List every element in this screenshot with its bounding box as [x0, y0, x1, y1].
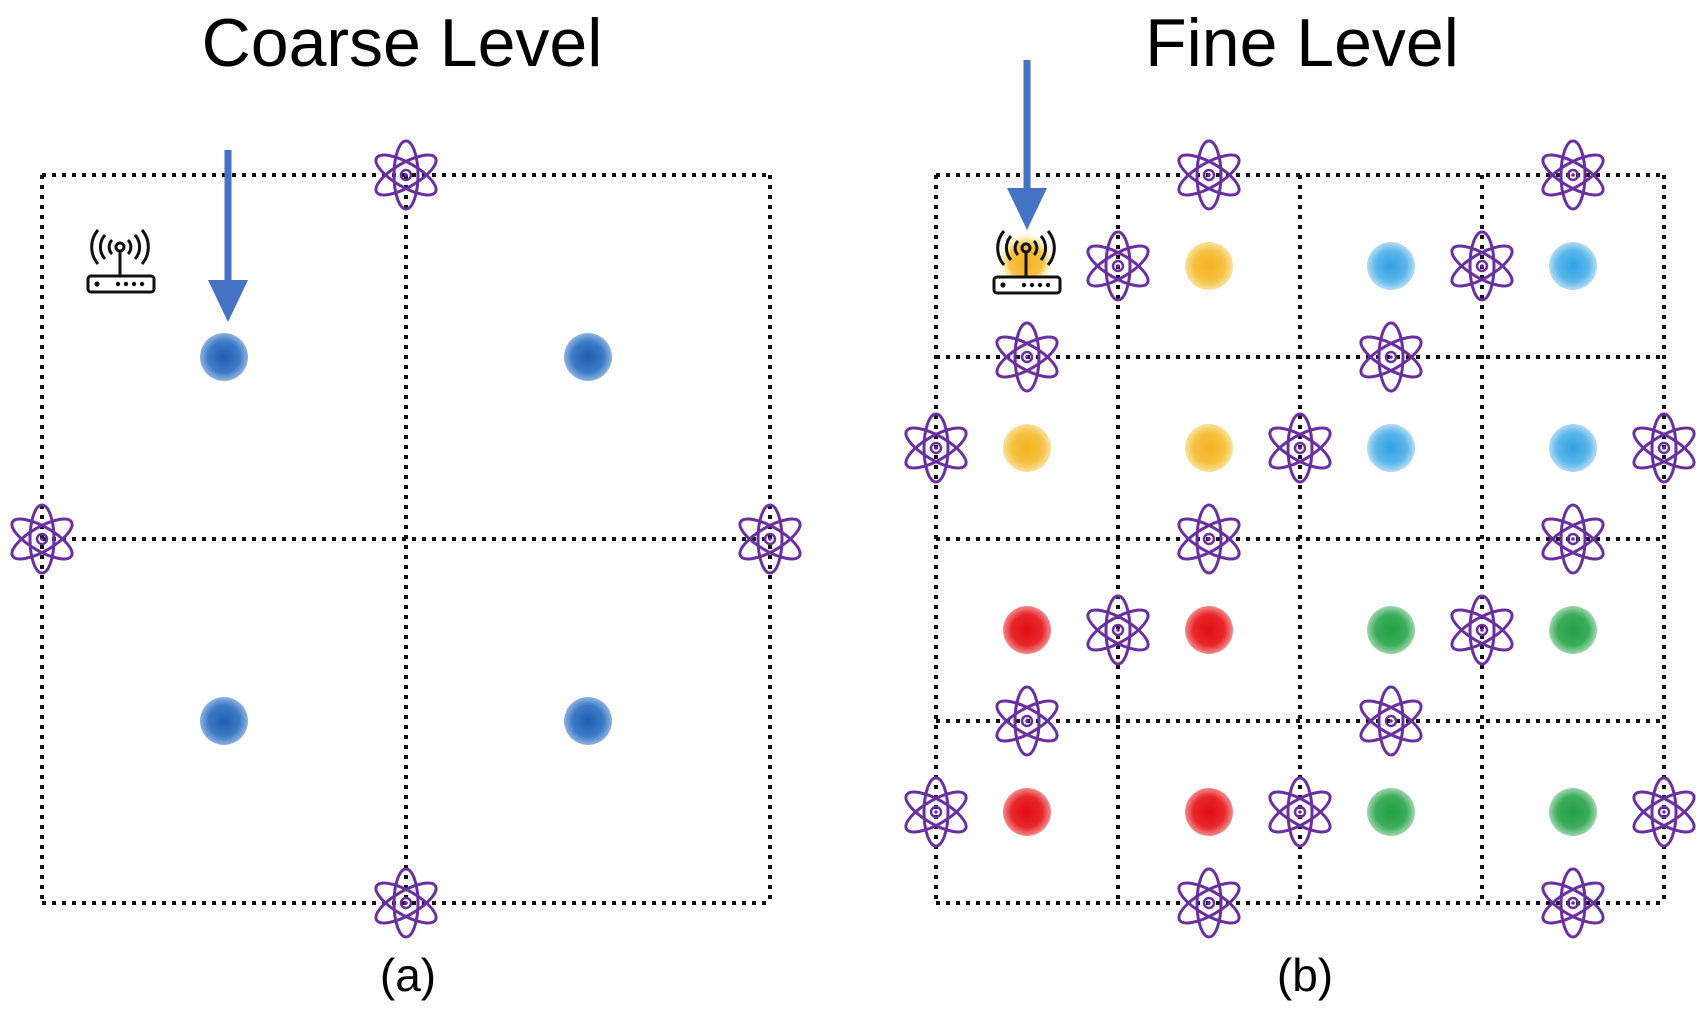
atom-icon: [1268, 412, 1332, 484]
atom-icon: [904, 776, 968, 848]
atom-icon: [1632, 412, 1696, 484]
atom-icon: [995, 685, 1059, 757]
atom-icon: [1541, 867, 1605, 939]
coarse-level-title: Coarse Level: [201, 5, 603, 81]
atom-icon: [995, 321, 1059, 393]
atom-icon: [1450, 594, 1514, 666]
node-dot: [1185, 788, 1233, 836]
node-dot: [1367, 606, 1415, 654]
node-dot: [1367, 424, 1415, 472]
atom-icon: [374, 139, 438, 211]
atom-icon: [1359, 321, 1423, 393]
node-dot: [1549, 788, 1597, 836]
node-dot: [200, 333, 248, 381]
node-dot: [1185, 606, 1233, 654]
atom-icon: [738, 503, 802, 575]
node-dot: [1003, 788, 1051, 836]
atom-icon: [1632, 776, 1696, 848]
node-dot: [1367, 788, 1415, 836]
node-dot: [1549, 242, 1597, 290]
down-arrow-icon: [208, 150, 248, 322]
atom-icon: [904, 412, 968, 484]
node-dot: [1367, 242, 1415, 290]
atom-icon: [1177, 867, 1241, 939]
atom-icon: [1177, 139, 1241, 211]
atom-icon: [10, 503, 74, 575]
node-dot: [1003, 424, 1051, 472]
router-icon: [992, 230, 1062, 295]
node-dot: [1003, 606, 1051, 654]
router-icon: [86, 229, 156, 294]
caption-b: (b): [1276, 949, 1334, 1001]
atom-icon: [1086, 594, 1150, 666]
atom-icon: [1541, 503, 1605, 575]
atom-icon: [1450, 230, 1514, 302]
node-dot: [200, 697, 248, 745]
atom-icon: [1086, 230, 1150, 302]
node-dot: [564, 333, 612, 381]
fine-level-title: Fine Level: [1145, 5, 1459, 81]
node-dot: [1549, 606, 1597, 654]
atom-icon: [1268, 776, 1332, 848]
atom-icon: [1359, 685, 1423, 757]
atom-icon: [374, 867, 438, 939]
atom-icon: [1541, 139, 1605, 211]
node-dot: [1185, 424, 1233, 472]
atom-icon: [1177, 503, 1241, 575]
caption-a: (a): [379, 949, 437, 1001]
node-dot: [1549, 424, 1597, 472]
node-dot: [564, 697, 612, 745]
node-dot: [1185, 242, 1233, 290]
down-arrow-icon: [1007, 60, 1047, 230]
